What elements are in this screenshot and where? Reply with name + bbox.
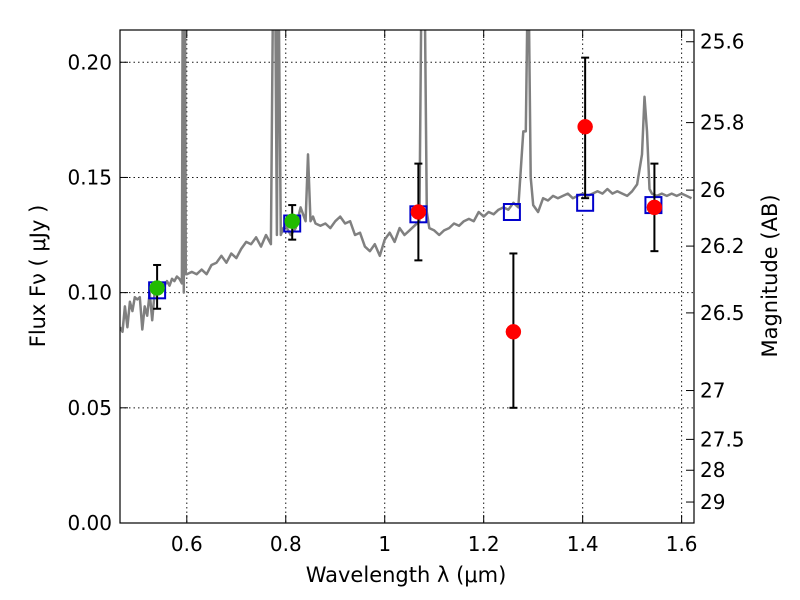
x-tick-label: 1.4: [567, 532, 599, 556]
axes: 0.6 0.8 1 1.2 1.4 1.6 0.00 0.05 0.10 0.15 0.20 25.6…: [67, 30, 744, 556]
y2-tick-label: 25.8: [700, 111, 745, 135]
x-tick-label: 0.8: [270, 532, 302, 556]
markers: [148, 56, 663, 409]
x-tick-label: 1.6: [666, 532, 698, 556]
y2-tick-label: 25.6: [700, 30, 745, 54]
plot-area: [120, 30, 693, 334]
observed-flux-point: [505, 324, 522, 340]
y2-tick-label: 26.2: [700, 234, 745, 258]
y2-axis-label: Magnitude (AB): [758, 194, 782, 357]
grid: [120, 30, 694, 524]
y2-tick-label: 26.5: [700, 301, 745, 325]
y-axis-label: Flux Fν ( μJy ): [26, 205, 50, 348]
x-tick-label: 1: [378, 532, 391, 556]
plot-frame: [119, 29, 695, 524]
x-axis-label: Wavelength λ (μm): [306, 563, 507, 587]
observed-flux-point: [646, 199, 663, 216]
y2-tick-label: 28: [700, 458, 725, 482]
y2-tick-label: 27: [700, 379, 725, 403]
y-tick-label: 0.15: [67, 165, 112, 189]
x-tick-label: 1.2: [468, 532, 500, 556]
model-band-square: [502, 202, 521, 221]
model-spectrum-line: [120, 30, 693, 334]
y-tick-label: 0.05: [67, 396, 112, 420]
y2-tick-label: 29: [700, 490, 725, 514]
observed-flux-point: [149, 280, 165, 296]
y2-tick-label: 26: [700, 178, 725, 202]
x-tick-label: 0.6: [171, 532, 203, 556]
y-tick-label: 0.00: [67, 511, 112, 535]
y-tick-label: 0.10: [67, 281, 112, 305]
observed-flux-point: [410, 204, 427, 220]
observed-flux-point: [577, 119, 593, 135]
y-tick-label: 0.20: [67, 50, 112, 74]
y2-tick-label: 27.5: [700, 427, 745, 451]
observed-flux-point: [284, 213, 300, 229]
